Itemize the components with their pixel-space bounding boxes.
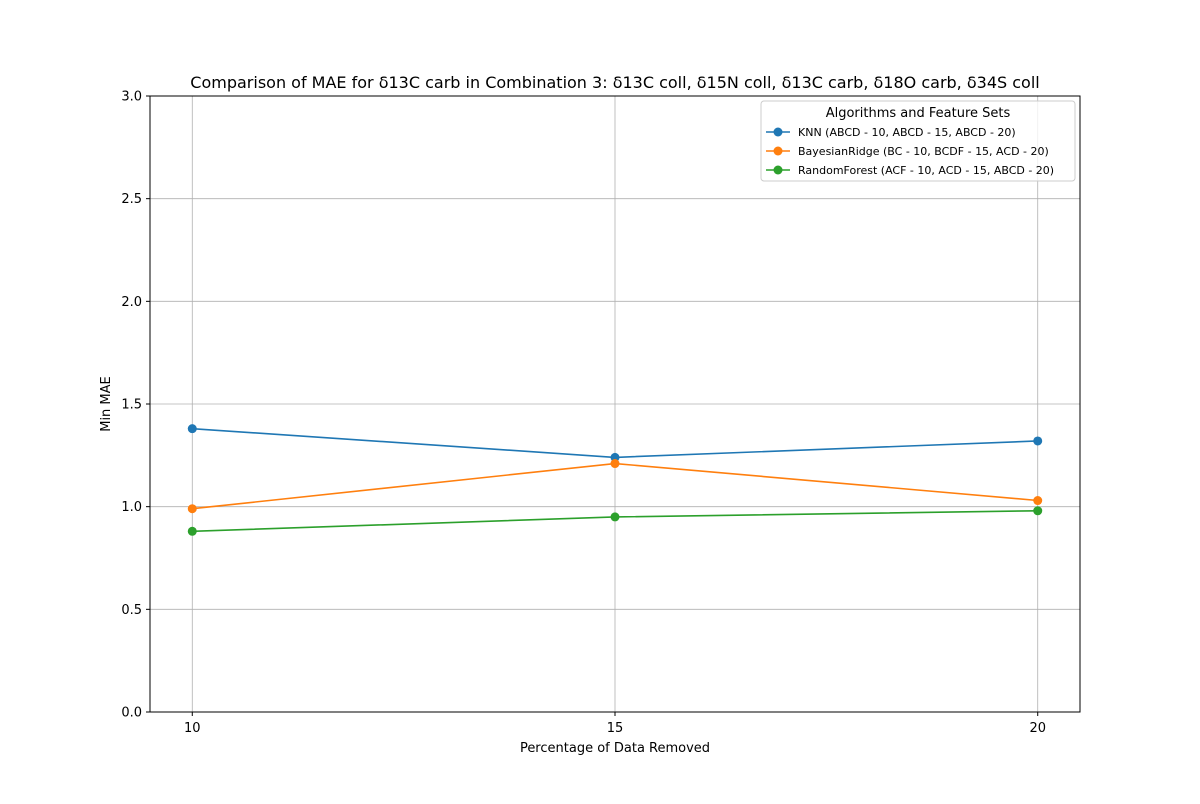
legend-marker-series-1	[773, 127, 783, 137]
legend: Algorithms and Feature Sets KNN (ABCD - …	[760, 100, 1076, 182]
data-point-series-2	[610, 459, 620, 469]
x-tick-label: 10	[184, 721, 201, 736]
data-point-series-3	[1033, 506, 1043, 516]
data-point-series-2	[187, 504, 197, 514]
chart-title: Comparison of MAE for δ13C carb in Combi…	[190, 73, 1039, 92]
x-tick-label: 15	[607, 721, 624, 736]
data-point-series-1	[1033, 436, 1043, 446]
data-point-series-1	[187, 424, 197, 434]
legend-marker-series-2	[773, 146, 783, 156]
x-tick-label: 20	[1029, 721, 1046, 736]
y-tick-label: 2.0	[121, 295, 142, 310]
y-axis-label: Min MAE	[99, 376, 114, 432]
legend-label-series-2: BayesianRidge (BC - 10, BCDF - 15, ACD -…	[798, 145, 1049, 158]
data-point-series-3	[187, 526, 197, 536]
plot-series	[187, 424, 1043, 536]
axis-ticks: 10 15 20 0.0 0.5 1.0 1.5 2.0 2.5 3.0	[121, 90, 1046, 737]
data-point-series-3	[610, 512, 620, 522]
y-tick-label: 1.0	[121, 500, 142, 515]
y-tick-label: 2.5	[121, 192, 142, 207]
legend-box	[760, 100, 1076, 182]
y-tick-label: 3.0	[121, 90, 142, 105]
y-tick-label: 0.0	[121, 706, 142, 721]
data-point-series-2	[1033, 496, 1043, 506]
y-tick-label: 0.5	[121, 603, 142, 618]
legend-label-series-1: KNN (ABCD - 10, ABCD - 15, ABCD - 20)	[798, 126, 1016, 139]
y-tick-label: 1.5	[121, 398, 142, 413]
legend-title: Algorithms and Feature Sets	[826, 106, 1011, 121]
data-point-series-1	[610, 452, 620, 462]
x-axis-label: Percentage of Data Removed	[520, 741, 710, 756]
legend-marker-series-3	[773, 165, 783, 175]
legend-label-series-3: RandomForest (ACF - 10, ACD - 15, ABCD -…	[798, 164, 1054, 177]
